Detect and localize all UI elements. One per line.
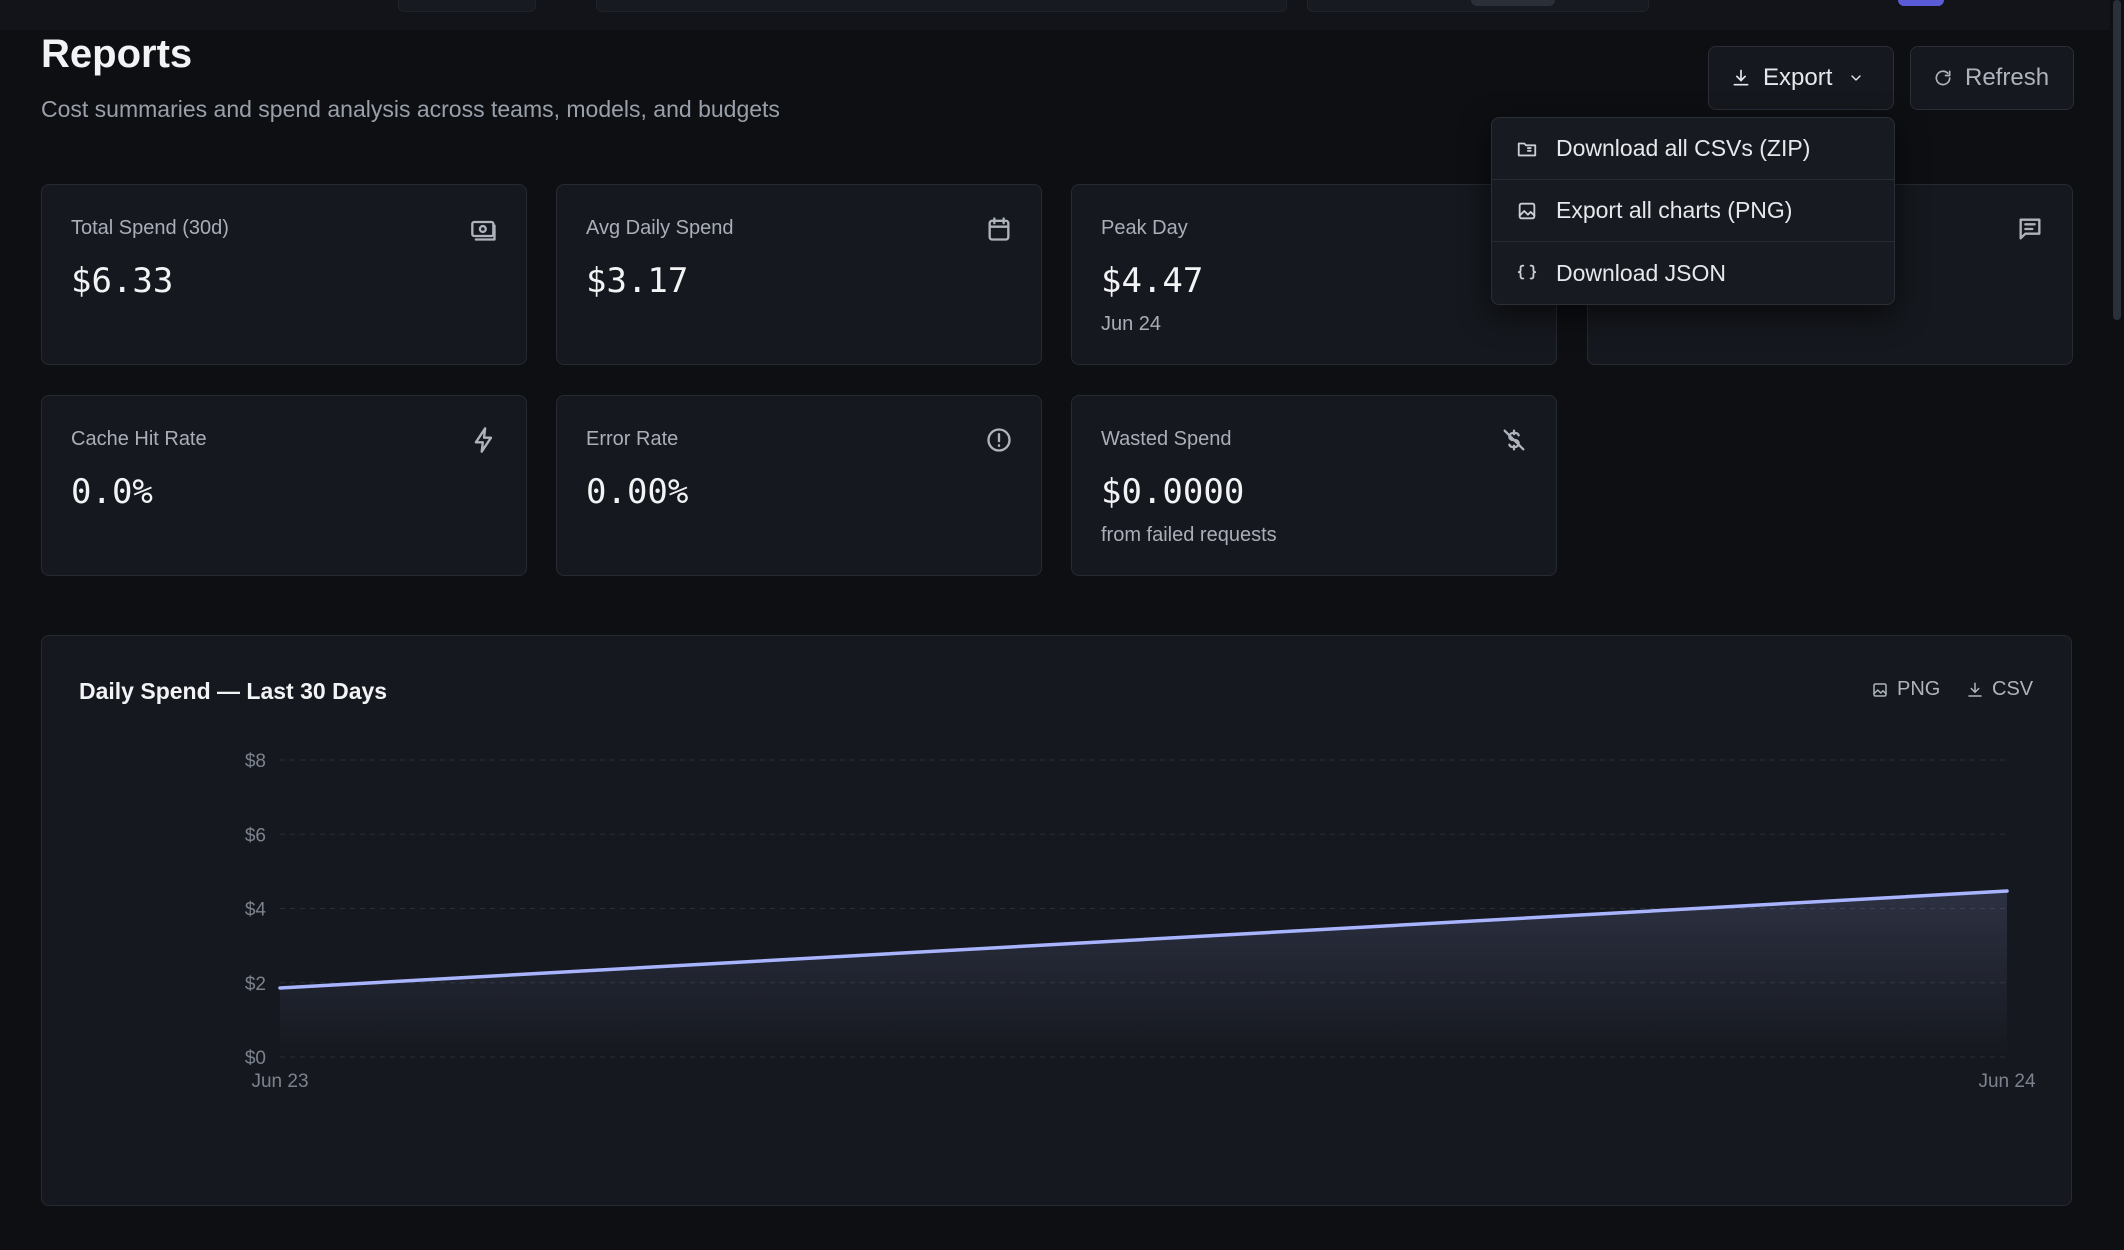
stat-label: Peak Day <box>1101 217 1188 239</box>
stat-card-wasted-spend: Wasted Spend $0.0000 from failed request… <box>1071 395 1557 576</box>
menu-item-label: Download JSON <box>1556 259 1727 286</box>
search-bar-fragment[interactable] <box>596 0 1287 12</box>
avatar-button-fragment[interactable] <box>1898 0 1944 6</box>
stat-value: $4.47 <box>1101 261 1204 301</box>
export-csv-button[interactable]: CSV <box>1966 678 2033 701</box>
money-icon <box>470 215 498 243</box>
stat-value: $3.17 <box>586 261 689 301</box>
stat-value: $6.33 <box>71 261 174 301</box>
menu-item-download-json[interactable]: Download JSON <box>1492 242 1894 304</box>
scrollbar[interactable] <box>2110 0 2124 1250</box>
menu-item-label: Download all CSVs (ZIP) <box>1556 135 1811 161</box>
stat-card-avg-daily-spend: Avg Daily Spend $3.17 <box>556 184 1042 365</box>
braces-icon <box>1517 264 1537 280</box>
stat-label: Wasted Spend <box>1101 428 1232 450</box>
message-icon <box>2016 215 2044 243</box>
bolt-icon <box>470 426 498 454</box>
dollar-off-icon <box>1500 426 1528 454</box>
stat-label: Avg Daily Spend <box>586 217 734 239</box>
alert-circle-icon <box>985 426 1013 454</box>
stat-value: $0.0000 <box>1101 472 1245 512</box>
chart-title: Daily Spend — Last 30 Days <box>79 678 388 704</box>
stat-card-peak-day: Peak Day $4.47 Jun 24 <box>1071 184 1557 365</box>
menu-item-download-csvs[interactable]: Download all CSVs (ZIP) <box>1492 118 1894 180</box>
stat-label: Total Spend (30d) <box>71 217 229 239</box>
x-tick-label: Jun 23 <box>251 1071 308 1092</box>
daily-spend-chart-card: Daily Spend — Last 30 Days PNG CSV $0 $2 $… <box>41 635 2072 1206</box>
download-icon <box>1733 69 1749 86</box>
export-button-label: Export <box>1763 64 1833 91</box>
nav-tab-fragment[interactable] <box>1471 0 1555 6</box>
stat-subtext: from failed requests <box>1101 524 1277 546</box>
stat-label: Cache Hit Rate <box>71 428 207 450</box>
export-dropdown-menu: Download all CSVs (ZIP) Export all chart… <box>1491 117 1895 305</box>
folder-zip-icon <box>1517 142 1537 156</box>
y-tick-label: $8 <box>245 751 266 772</box>
refresh-button[interactable]: Refresh <box>1910 46 2074 110</box>
image-icon <box>1518 202 1536 219</box>
stat-card-total-spend: Total Spend (30d) $6.33 <box>41 184 527 365</box>
stat-value: 0.00% <box>586 472 689 512</box>
scrollbar-thumb[interactable] <box>2113 0 2121 320</box>
page-title: Reports <box>41 32 193 76</box>
menu-item-label: Export all charts (PNG) <box>1556 197 1793 223</box>
top-navigation-bar <box>0 0 2124 30</box>
y-tick-label: $2 <box>245 974 266 995</box>
nav-fragment[interactable] <box>398 0 536 12</box>
nav-fragment[interactable] <box>1307 0 1649 12</box>
y-tick-label: $4 <box>245 900 267 921</box>
calendar-icon <box>985 215 1013 243</box>
stat-value: 0.0% <box>71 472 153 512</box>
download-icon <box>1968 682 1982 697</box>
chevron-down-icon <box>1851 75 1862 81</box>
export-png-label: PNG <box>1897 678 1941 700</box>
stat-card-error-rate: Error Rate 0.00% <box>556 395 1042 576</box>
menu-item-export-charts[interactable]: Export all charts (PNG) <box>1492 180 1894 242</box>
series-line <box>278 889 2009 990</box>
page-subtitle: Cost summaries and spend analysis across… <box>41 96 780 122</box>
stat-subtext: Jun 24 <box>1101 313 1162 335</box>
export-button[interactable]: Export <box>1708 46 1894 110</box>
refresh-button-label: Refresh <box>1965 64 2050 91</box>
stat-label: Error Rate <box>586 428 679 450</box>
y-tick-label: $6 <box>245 825 266 846</box>
stat-card-cache-hit-rate: Cache Hit Rate 0.0% <box>41 395 527 576</box>
image-icon <box>1873 682 1887 697</box>
export-png-button[interactable]: PNG <box>1871 678 1940 701</box>
x-tick-label: Jun 24 <box>1978 1071 2035 1092</box>
export-csv-label: CSV <box>1992 678 2034 700</box>
series-area <box>280 891 2007 1057</box>
daily-spend-chart: $0 $2 $4 $6 $8 Jun 23 Jun 24 <box>245 751 2036 1092</box>
y-tick-label: $0 <box>245 1048 266 1069</box>
refresh-icon <box>1935 70 1951 86</box>
